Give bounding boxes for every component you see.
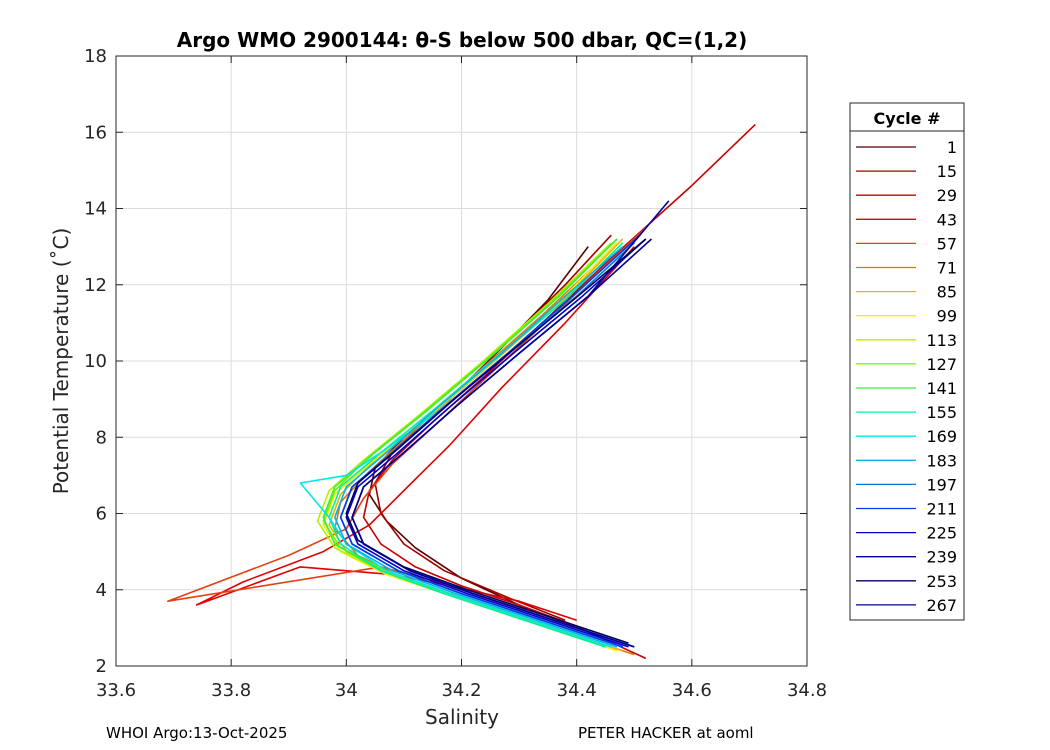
legend-label: 211 — [926, 500, 957, 519]
y-axis-ticks: 2 4 6 8 10 12 14 16 18 — [84, 46, 807, 677]
legend-label: 29 — [937, 186, 957, 205]
series-line-cycle-183 — [333, 245, 624, 648]
legend-entry: 99 — [856, 307, 957, 326]
x-tick-label: 34.2 — [441, 680, 481, 701]
series-line-cycle-253 — [345, 238, 647, 644]
legend-label: 141 — [926, 379, 957, 398]
legend-items: 1 15 29 43 57 71 85 99 113 127 141 155 169 183 197 211 2… — [856, 138, 957, 615]
y-axis-label: Potential Temperature (˚C) — [49, 228, 73, 495]
legend-entry: 197 — [856, 475, 957, 494]
x-tick-label: 34 — [335, 680, 358, 701]
legend-title: Cycle # — [874, 109, 941, 128]
legend-entry: 43 — [856, 210, 957, 229]
legend-label: 169 — [926, 427, 957, 446]
y-tick-label: 12 — [84, 275, 107, 296]
y-tick-label: 18 — [84, 46, 107, 67]
y-tick-label: 4 — [96, 580, 107, 601]
x-tick-label: 33.6 — [96, 680, 136, 701]
legend-label: 15 — [937, 162, 957, 181]
legend-entry: 225 — [856, 524, 957, 543]
legend-entry: 71 — [856, 259, 957, 278]
legend-entry: 127 — [856, 355, 957, 374]
legend-label: 127 — [926, 355, 957, 374]
legend-entry: 267 — [856, 596, 957, 615]
x-tick-label: 34.8 — [787, 680, 827, 701]
legend-entry: 85 — [856, 283, 957, 302]
legend-label: 1 — [947, 138, 957, 157]
y-tick-label: 10 — [84, 351, 107, 372]
x-tick-label: 34.6 — [672, 680, 712, 701]
x-axis-ticks: 33.6 33.8 34 34.2 34.4 34.6 34.8 — [96, 56, 827, 701]
legend-label: 155 — [926, 403, 957, 422]
legend-label: 113 — [926, 331, 957, 350]
legend-box — [849, 102, 965, 621]
legend-entry: 29 — [856, 186, 957, 205]
legend-label: 253 — [926, 572, 957, 591]
legend-entry: 57 — [856, 234, 957, 253]
x-tick-label: 34.4 — [557, 680, 597, 701]
legend-entry: 183 — [856, 451, 957, 470]
legend-label: 43 — [937, 210, 957, 229]
legend: Cycle # 1 15 29 43 57 71 85 99 113 127 141 155 169 18… — [849, 102, 965, 621]
legend-entry: 239 — [856, 548, 957, 567]
legend-label: 57 — [937, 234, 957, 253]
footer-right: PETER HACKER at aoml — [578, 724, 754, 742]
x-tick-label: 33.8 — [211, 680, 251, 701]
legend-entry: 169 — [856, 427, 957, 446]
x-axis-label: Salinity — [425, 705, 499, 729]
legend-label: 267 — [926, 596, 957, 615]
legend-label: 99 — [937, 307, 957, 326]
legend-entry: 155 — [856, 403, 957, 422]
series-line-cycle-225 — [345, 238, 647, 648]
legend-label: 183 — [926, 451, 957, 470]
legend-label: 85 — [937, 283, 957, 302]
legend-entry: 15 — [856, 162, 957, 181]
legend-label: 225 — [926, 524, 957, 543]
y-tick-label: 14 — [84, 199, 107, 220]
legend-entry: 1 — [856, 138, 957, 157]
y-tick-label: 6 — [96, 504, 107, 525]
chart-title: Argo WMO 2900144: θ-S below 500 dbar, QC… — [177, 28, 747, 52]
footer-left: WHOI Argo:13-Oct-2025 — [106, 724, 288, 742]
legend-label: 197 — [926, 475, 957, 494]
legend-entry: 113 — [856, 331, 957, 350]
legend-entry: 141 — [856, 379, 957, 398]
y-tick-label: 2 — [96, 656, 107, 677]
legend-entry: 253 — [856, 572, 957, 591]
series-line-cycle-267 — [351, 238, 653, 648]
series-group — [167, 124, 756, 660]
legend-entry: 211 — [856, 500, 957, 519]
y-tick-label: 8 — [96, 427, 107, 448]
legend-label: 239 — [926, 548, 957, 567]
series-line-cycle-211 — [339, 234, 641, 648]
legend-label: 71 — [937, 259, 957, 278]
y-tick-label: 16 — [84, 122, 107, 143]
